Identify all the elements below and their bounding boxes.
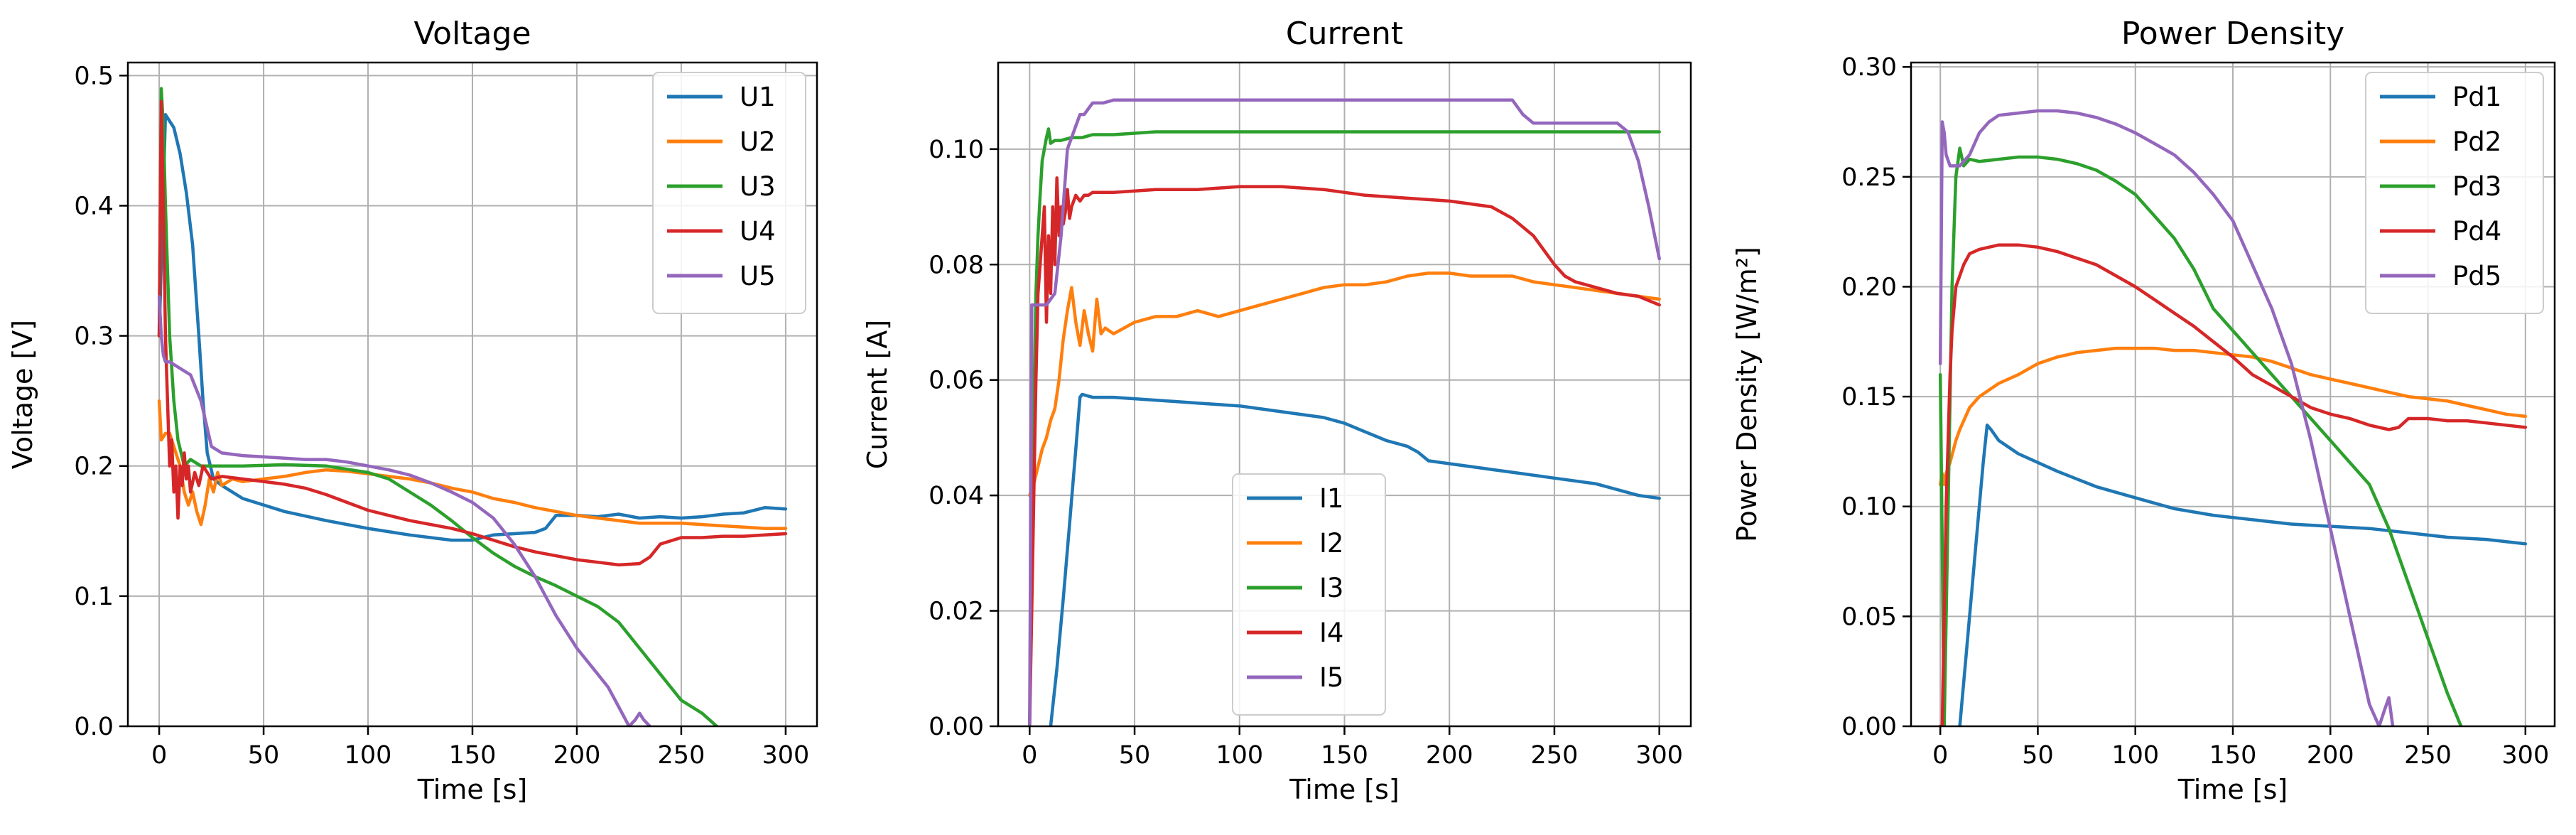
legend-entry-pd4: Pd4 [2452,216,2501,247]
y-tick-label: 0.25 [1841,163,1897,192]
x-tick-label: 100 [345,741,392,770]
series-line-pd5 [1938,109,2395,726]
x-tick-label: 100 [2111,741,2159,770]
chart-title: Current [1286,16,1403,52]
legend-entry-u4: U4 [740,216,776,247]
x-tick-label: 150 [1321,741,1368,770]
legend-entry-u1: U1 [740,82,776,112]
x-tick-label: 150 [449,741,497,770]
chart-title: Voltage [413,16,531,52]
y-tick-label: 0.06 [929,367,984,395]
legend-entry-i5: I5 [1319,662,1343,693]
y-tick-label: 0.02 [929,598,984,626]
series-line-i4 [1028,176,1661,726]
x-tick-label: 0 [1022,741,1037,770]
y-tick-label: 0.10 [1841,493,1897,522]
legend-entry-pd3: Pd3 [2452,171,2501,202]
x-tick-label: 200 [1426,741,1473,770]
y-tick-label: 0.05 [1841,603,1897,631]
legend-entry-pd1: Pd1 [2452,82,2501,112]
series-line-u4 [157,99,788,567]
series-line-i1 [1049,392,1661,726]
legend-entry-pd2: Pd2 [2452,126,2501,157]
y-tick-label: 0.20 [1841,273,1897,301]
legend-entry-i2: I2 [1319,528,1343,559]
y-tick-label: 0.2 [74,453,114,481]
legend-entry-pd5: Pd5 [2452,261,2501,291]
x-tick-label: 100 [1216,741,1263,770]
x-tick-label: 0 [1932,741,1948,770]
series-line-pd4 [1938,243,2528,726]
series-line-u3 [157,87,719,726]
series-line-u1 [157,113,788,542]
x-axis-label: Time [s] [1289,774,1400,805]
series-line-pd1 [1958,424,2528,726]
series-line-pd3 [1938,146,2463,726]
x-axis-label: Time [s] [2177,774,2288,805]
y-tick-label: 0.30 [1841,53,1897,82]
y-tick-label: 0.5 [74,62,114,90]
y-tick-label: 0.3 [74,323,114,351]
legend-entry-u2: U2 [740,126,776,157]
x-tick-label: 50 [2022,741,2054,770]
legend-frame [2365,72,2544,314]
y-axis-label: Current [A] [862,320,893,469]
x-tick-label: 250 [2404,741,2452,770]
y-axis-label: Power Density [W/m²] [1731,247,1763,542]
x-tick-label: 300 [1635,741,1683,770]
y-tick-label: 0.04 [929,482,984,510]
y-tick-label: 0.15 [1841,383,1897,411]
series-line-u5 [157,295,652,726]
y-axis-label: Voltage [V] [7,320,38,469]
legend-frame [652,72,806,314]
y-tick-label: 0.00 [1841,713,1897,741]
x-tick-label: 0 [151,741,167,770]
y-tick-label: 0.0 [74,713,114,741]
x-tick-label: 200 [2307,741,2354,770]
y-tick-label: 0.1 [74,583,114,611]
chart-title: Power Density [2121,16,2344,52]
legend-entry-i1: I1 [1319,483,1343,514]
x-tick-label: 300 [762,741,810,770]
series-line-u2 [157,399,788,530]
chart-1: 0 50 100 150 200 250 300 0.00 0.02 0.04 0.06 0.08 0.… [862,16,1692,805]
series-line-i3 [1028,127,1661,726]
chart-2: 0 50 100 150 200 250 300 0.00 0.05 0.10 0.15 0.20 0.… [1731,16,2556,805]
series-line-i2 [1028,271,1661,497]
y-tick-label: 0.4 [74,192,114,220]
series-line-pd2 [1938,346,2528,487]
y-tick-label: 0.08 [929,251,984,279]
x-tick-label: 300 [2501,741,2549,770]
legend-entry-u5: U5 [740,261,776,291]
legend: Pd1 Pd2 Pd3 Pd4 Pd5 [2365,72,2544,314]
series-line-i5 [1028,98,1661,726]
legend-frame [1232,473,1386,716]
legend-entry-u3: U3 [740,171,776,202]
legend-entry-i3: I3 [1319,573,1343,603]
legend-entry-i4: I4 [1319,618,1343,648]
legend: U1 U2 U3 U4 U5 [652,72,806,314]
x-tick-label: 50 [1119,741,1151,770]
x-tick-label: 50 [248,741,280,770]
legend: I1 I2 I3 I4 I5 [1232,473,1386,716]
chart-0: 0 50 100 150 200 250 300 0.0 0.1 0.2 0.3 0.4 0.5 Volt… [7,16,818,805]
x-tick-label: 150 [2209,741,2257,770]
x-axis-label: Time [s] [417,774,528,805]
x-tick-label: 200 [553,741,601,770]
x-tick-label: 250 [658,741,705,770]
y-tick-label: 0.00 [929,713,984,741]
x-tick-label: 250 [1531,741,1579,770]
y-tick-label: 0.10 [929,136,984,164]
